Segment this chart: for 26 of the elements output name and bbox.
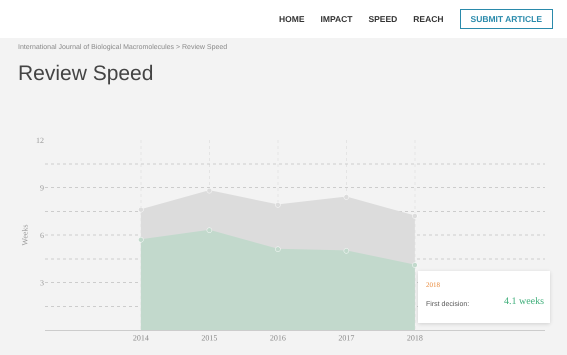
text: HOME — [279, 14, 305, 24]
x-tick-label: 2017 — [338, 334, 354, 343]
text: SPEED — [368, 14, 398, 24]
x-tick-label: 2016 — [270, 334, 286, 343]
text: SUBMIT ARTICLE — [460, 9, 553, 29]
y-tick-label: 9 — [40, 183, 44, 192]
x-tick-label: 2014 — [132, 334, 149, 343]
text: REACH — [413, 14, 444, 24]
point — [275, 246, 281, 252]
y-tick-label: 3 — [40, 278, 44, 288]
y-axis-title: Weeks — [20, 224, 30, 246]
point — [138, 206, 144, 212]
x-tick-label: 2018 — [406, 334, 423, 343]
point — [344, 194, 350, 200]
chart-title: Review Speed — [18, 62, 154, 86]
y-tick-label: 12 — [36, 136, 44, 145]
text: IMPACT — [320, 14, 352, 24]
point — [412, 213, 418, 219]
x-tick-label: 2015 — [201, 334, 218, 343]
point — [344, 248, 350, 254]
y-tick-label: 6 — [40, 230, 44, 240]
point — [206, 188, 212, 194]
point — [206, 228, 212, 233]
point — [412, 262, 418, 268]
point — [138, 237, 144, 242]
point — [275, 202, 281, 208]
